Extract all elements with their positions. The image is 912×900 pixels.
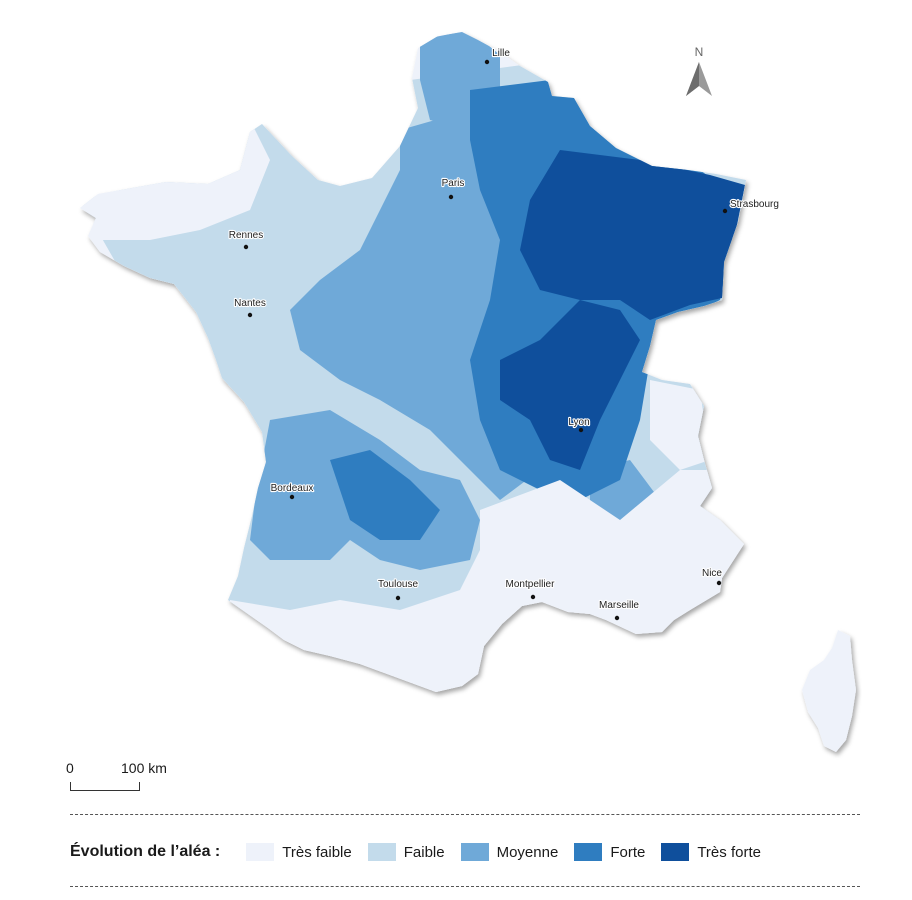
- city-marker: [448, 194, 454, 200]
- legend-label: Forte: [610, 843, 646, 861]
- legend-swatch: [574, 843, 603, 861]
- scale-zero-label: 0: [66, 760, 74, 776]
- city-marker: [716, 580, 722, 586]
- city-marker: [289, 494, 295, 500]
- city-label: Toulouse: [378, 579, 418, 590]
- city-marseille: Marseille: [598, 599, 641, 621]
- legend-label: Très faible: [282, 843, 352, 861]
- legend-label: Faible: [403, 843, 445, 861]
- city-label: Marseille: [599, 600, 639, 611]
- divider-top: [70, 814, 860, 815]
- city-lyon: Lyon: [567, 416, 591, 433]
- city-marker: [247, 312, 253, 318]
- legend-item-tres-forte: Très forte: [661, 843, 761, 861]
- city-label: Rennes: [229, 230, 263, 241]
- city-label: Nantes: [234, 298, 266, 309]
- legend-item-forte: Forte: [574, 843, 645, 861]
- city-label: Strasbourg: [730, 199, 779, 210]
- north-arrow: N: [686, 45, 712, 96]
- city-marker: [484, 59, 490, 65]
- legend-label: Moyenne: [496, 843, 559, 861]
- scale-bar-line: [70, 782, 140, 791]
- legend-swatch: [367, 843, 396, 861]
- north-letter: N: [695, 45, 704, 59]
- city-nice: Nice: [701, 567, 724, 586]
- city-marker: [243, 244, 249, 250]
- city-label: Paris: [442, 178, 465, 189]
- city-layer: Lille Paris Strasbourg Rennes Nantes Lyon Bord…: [228, 47, 780, 621]
- city-marker: [530, 594, 536, 600]
- city-label: Lyon: [568, 417, 589, 428]
- city-label: Montpellier: [506, 579, 556, 590]
- city-paris: Paris: [441, 177, 465, 200]
- legend: Évolution de l’aléa : Très faible Faible…: [70, 836, 860, 868]
- city-label: Lille: [492, 48, 510, 59]
- legend-item-tres-faible: Très faible: [246, 843, 352, 861]
- legend-label: Très forte: [697, 843, 761, 861]
- scale-bar: 0 100 km: [66, 760, 186, 800]
- legend-title: Évolution de l’aléa :: [70, 843, 221, 860]
- city-marker: [395, 595, 401, 601]
- mainland: [80, 32, 746, 692]
- city-label: Nice: [702, 568, 722, 579]
- corsica: [802, 630, 856, 752]
- city-lille: Lille: [484, 47, 511, 65]
- scale-distance-label: 100 km: [121, 760, 167, 776]
- city-bordeaux: Bordeaux: [269, 482, 315, 500]
- legend-item-moyenne: Moyenne: [460, 843, 559, 861]
- legend-swatch: [246, 843, 275, 861]
- map-area[interactable]: Lille Paris Strasbourg Rennes Nantes Lyon Bord…: [0, 0, 912, 760]
- legend-item-faible: Faible: [367, 843, 445, 861]
- city-marker: [614, 615, 620, 621]
- divider-bottom: [70, 886, 860, 887]
- city-toulouse: Toulouse: [377, 578, 420, 601]
- city-rennes: Rennes: [228, 229, 264, 250]
- city-montpellier: Montpellier: [504, 578, 556, 600]
- france-map: Lille Paris Strasbourg Rennes Nantes Lyon Bord…: [80, 32, 856, 752]
- city-strasbourg: Strasbourg: [722, 198, 780, 214]
- city-marker: [722, 208, 728, 214]
- legend-swatch: [460, 843, 489, 861]
- city-nantes: Nantes: [233, 297, 267, 318]
- city-marker: [578, 427, 584, 433]
- city-label: Bordeaux: [271, 483, 314, 494]
- legend-swatch: [661, 843, 690, 861]
